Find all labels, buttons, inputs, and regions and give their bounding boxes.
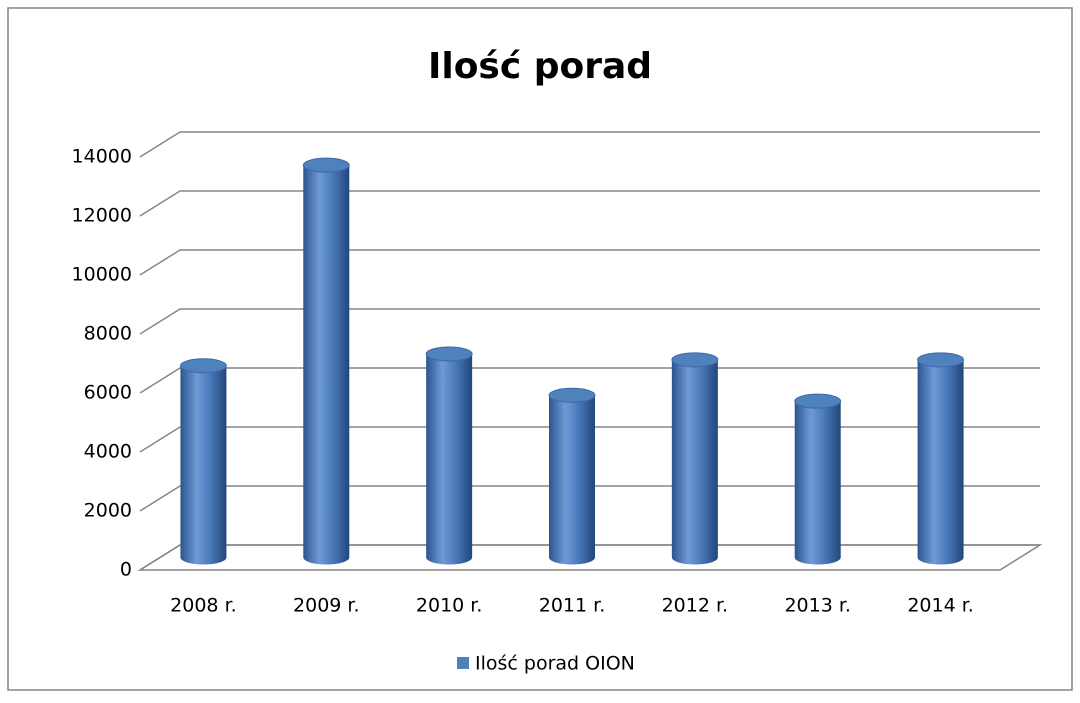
y-tick-label: 8000 xyxy=(84,323,132,345)
bar-body xyxy=(794,401,841,565)
chart-border xyxy=(7,7,1073,691)
grid-line xyxy=(139,426,1040,453)
y-tick-label: 12000 xyxy=(72,205,132,227)
grid-line xyxy=(139,131,1040,158)
bar-body xyxy=(549,395,595,565)
bar-body xyxy=(426,353,473,565)
bar-top xyxy=(179,358,227,374)
bar-body xyxy=(671,359,718,565)
grid-line xyxy=(139,367,1040,394)
x-tick-label: 2008 r. xyxy=(170,595,237,617)
bar-top xyxy=(917,352,965,368)
grid-line xyxy=(139,308,1040,335)
x-tick-label: 2014 r. xyxy=(907,595,974,617)
x-tick-label: 2010 r. xyxy=(416,595,483,617)
bar-top xyxy=(794,393,842,409)
grid-line xyxy=(139,544,1040,571)
bar xyxy=(548,387,596,565)
bar xyxy=(917,352,965,565)
bar-top xyxy=(671,352,719,368)
chart-title: Ilość porad xyxy=(428,46,652,87)
x-tick-label: 2011 r. xyxy=(539,595,606,617)
bar xyxy=(179,358,227,565)
bar-body xyxy=(917,359,964,565)
y-tick-label: 10000 xyxy=(72,264,132,286)
grid-line xyxy=(139,190,1040,217)
grid-line xyxy=(139,485,1040,512)
bar xyxy=(425,346,473,565)
y-tick-label: 6000 xyxy=(84,382,132,404)
x-tick-label: 2013 r. xyxy=(784,595,851,617)
y-tick-label: 0 xyxy=(120,559,132,581)
y-tick-label: 2000 xyxy=(84,500,132,522)
y-tick-label: 14000 xyxy=(72,146,132,168)
bar-top xyxy=(548,387,596,403)
bar xyxy=(794,393,842,565)
x-tick-label: 2012 r. xyxy=(662,595,729,617)
y-tick-label: 4000 xyxy=(84,441,132,463)
bar-body xyxy=(303,165,350,565)
bar xyxy=(302,157,350,565)
bar xyxy=(671,352,719,565)
bar-body xyxy=(180,365,227,565)
bar-top xyxy=(302,157,350,173)
legend-swatch xyxy=(457,657,469,669)
bar-top xyxy=(425,346,473,362)
grid-line xyxy=(139,249,1040,276)
x-tick-label: 2009 r. xyxy=(293,595,360,617)
legend-label: Ilość porad OION xyxy=(475,653,635,675)
